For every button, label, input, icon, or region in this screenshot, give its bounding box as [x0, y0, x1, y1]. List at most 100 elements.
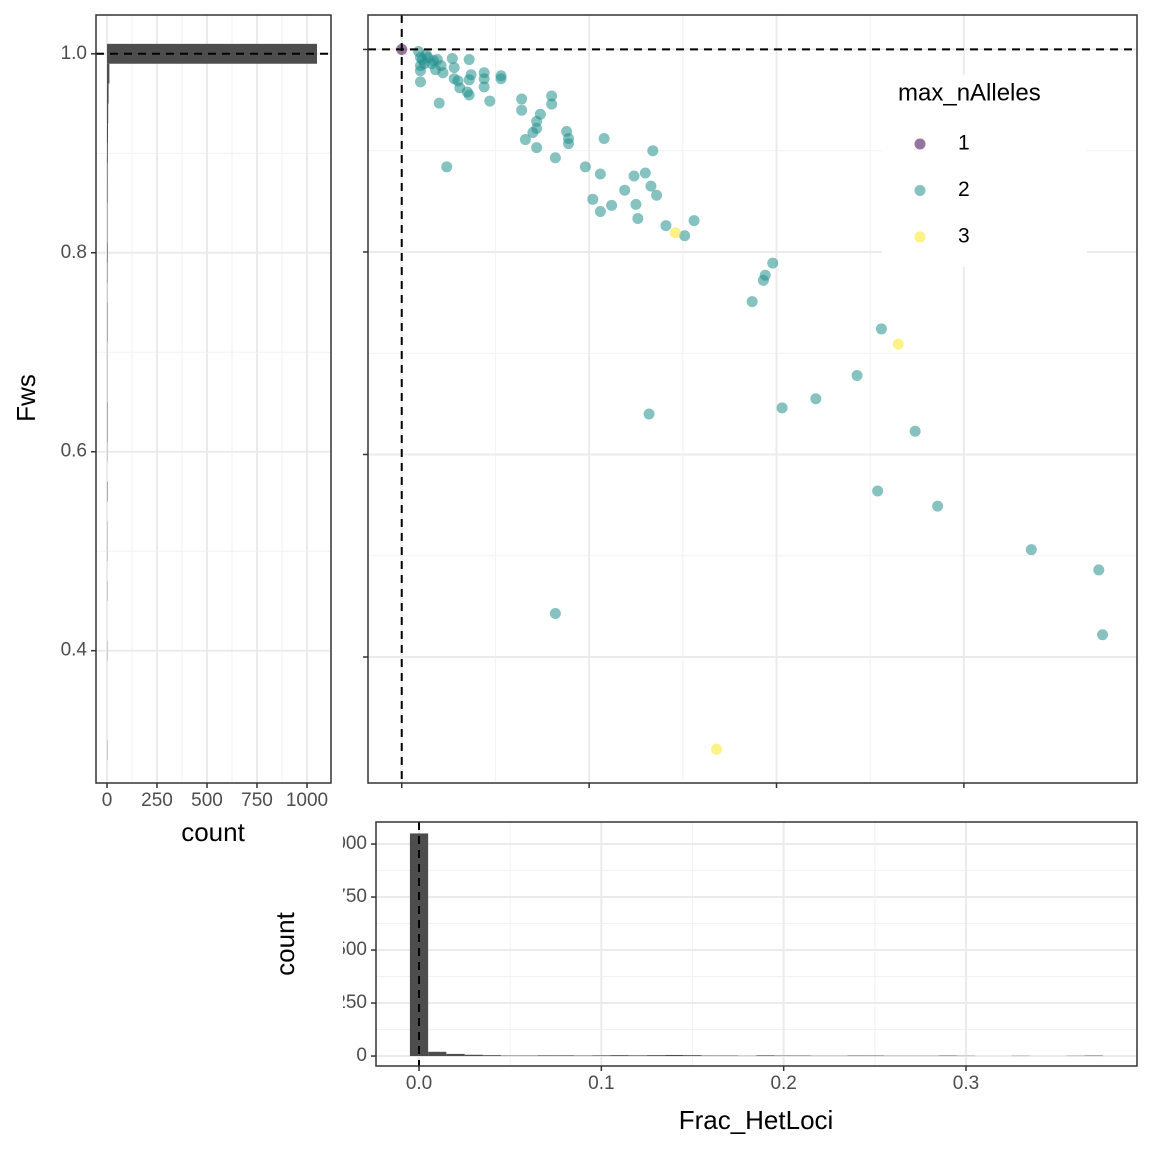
- legend-marker: [914, 138, 926, 150]
- x-tick-label: 0: [102, 790, 113, 811]
- point: [534, 108, 546, 120]
- point: [484, 95, 496, 107]
- point: [516, 93, 528, 105]
- point: [478, 81, 490, 93]
- point: [660, 220, 672, 232]
- point: [767, 257, 779, 269]
- point: [587, 193, 599, 205]
- point: [759, 269, 771, 281]
- point: [433, 97, 445, 109]
- point: [932, 500, 944, 512]
- bar: [107, 183, 108, 204]
- x-tick-label: 750: [241, 790, 273, 811]
- y-tick-label: 500: [335, 939, 367, 960]
- point: [414, 76, 426, 88]
- bar: [428, 1051, 447, 1057]
- point: [892, 338, 904, 350]
- x-tick-label: 1000: [286, 790, 328, 811]
- legend-label: 3: [958, 225, 970, 248]
- panel-border: [375, 821, 1138, 1067]
- point: [909, 425, 921, 437]
- point: [478, 73, 490, 85]
- point: [546, 90, 558, 102]
- y-axis-title: count: [270, 911, 300, 975]
- y-tick-label: 0.6: [61, 441, 87, 462]
- point: [549, 607, 561, 619]
- x-tick-label: 0.2: [770, 1073, 796, 1094]
- bar: [592, 1055, 611, 1057]
- bar: [646, 1055, 666, 1057]
- point: [645, 180, 657, 192]
- bar: [409, 833, 429, 1057]
- point: [651, 189, 663, 201]
- y-axis-title: Fws: [11, 374, 41, 422]
- y-tick-label: 1000: [325, 833, 367, 854]
- point: [463, 74, 475, 86]
- x-tick-label: 0.1: [588, 1073, 614, 1094]
- bar: [628, 1055, 647, 1057]
- point: [1025, 544, 1037, 556]
- legend-marker: [914, 231, 926, 243]
- point: [1097, 629, 1109, 641]
- point: [594, 205, 606, 217]
- point: [628, 170, 640, 182]
- point: [441, 161, 453, 173]
- point: [549, 152, 561, 164]
- bar: [107, 123, 108, 144]
- point: [594, 168, 606, 180]
- panel-background: [96, 15, 331, 783]
- bar: [107, 63, 110, 84]
- point: [519, 134, 531, 146]
- panel-border: [95, 14, 332, 784]
- x-tick-label: 500: [191, 790, 223, 811]
- y-tick-label: 250: [335, 992, 367, 1013]
- point: [632, 213, 644, 225]
- point: [630, 198, 642, 210]
- x-tick-label: 0.0: [406, 1073, 432, 1094]
- point: [516, 104, 528, 116]
- point: [437, 67, 449, 79]
- point: [746, 296, 758, 308]
- x-tick-label: 0.3: [953, 1073, 979, 1094]
- point: [872, 485, 884, 497]
- point: [562, 138, 574, 150]
- point: [688, 215, 700, 227]
- point: [679, 230, 691, 242]
- bar: [683, 1055, 702, 1057]
- point: [495, 73, 507, 85]
- x-tick-label: 250: [141, 790, 173, 811]
- bar: [107, 103, 109, 124]
- point: [448, 62, 460, 74]
- bar: [482, 1055, 502, 1057]
- bar: [464, 1054, 483, 1057]
- bar: [107, 143, 108, 164]
- point: [1093, 564, 1105, 576]
- panel-background: [376, 822, 1137, 1066]
- point: [619, 184, 631, 196]
- x-axis-title: Frac_HetLoci: [679, 1105, 834, 1135]
- point: [463, 89, 475, 101]
- point: [579, 161, 591, 173]
- y-tick-label: 0.8: [61, 242, 87, 263]
- legend-marker: [914, 185, 926, 196]
- bar: [610, 1055, 629, 1057]
- point: [446, 53, 458, 65]
- x-axis-title: count: [181, 817, 245, 847]
- y-tick-label: 1.0: [61, 43, 87, 64]
- y-tick-label: 0.4: [61, 640, 88, 661]
- bar: [665, 1054, 684, 1057]
- point: [875, 323, 887, 335]
- y-tick-label: 750: [335, 886, 367, 907]
- point: [598, 133, 610, 145]
- legend-label: 2: [958, 178, 970, 201]
- point: [463, 54, 475, 66]
- point: [531, 142, 543, 154]
- point: [647, 145, 659, 157]
- point: [606, 199, 618, 211]
- point: [711, 743, 723, 755]
- bar: [107, 163, 108, 184]
- panel-border: [367, 14, 1138, 784]
- point: [639, 167, 651, 179]
